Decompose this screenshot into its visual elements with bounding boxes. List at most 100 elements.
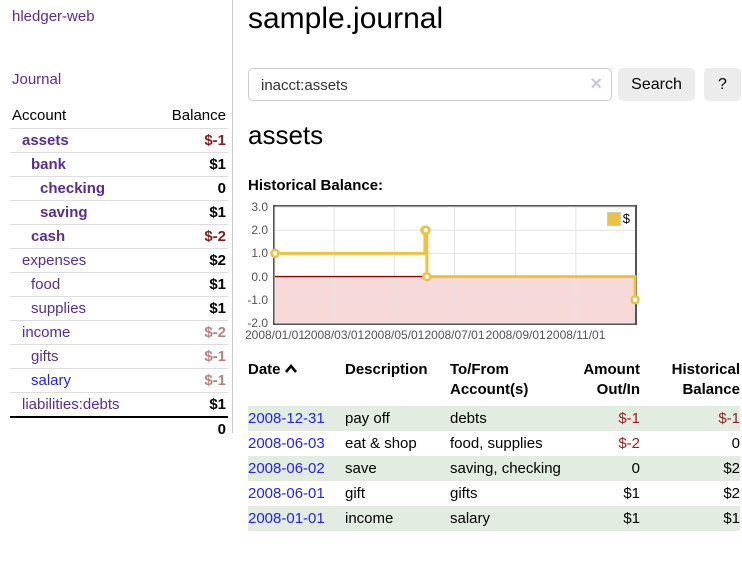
accounts-total-value: 0 — [153, 416, 228, 441]
account-balance: $1 — [153, 272, 228, 297]
tofrom-line2: Account(s) — [450, 381, 529, 398]
account-link[interactable]: supplies — [31, 300, 87, 317]
transaction-row: 2008-06-02 save saving, checking 0 $2 — [248, 456, 740, 481]
account-row: bank $1 — [10, 152, 228, 177]
account-link[interactable]: income — [22, 324, 71, 341]
account-name-cell: food — [10, 272, 154, 297]
accounts-header-balance: Balance — [171, 107, 226, 124]
transaction-date-cell: 2008-06-01 — [248, 481, 345, 506]
account-row: assets $-1 — [10, 128, 228, 153]
legend-label: $ — [622, 211, 630, 226]
account-row: supplies $1 — [10, 296, 228, 321]
account-balance: $-2 — [153, 224, 228, 249]
x-axis-tick-label: 2008/05/01 — [364, 328, 425, 342]
account-row: saving $1 — [10, 200, 228, 225]
transaction-amount: $1 — [623, 510, 640, 527]
account-link[interactable]: expenses — [22, 252, 87, 269]
account-balance: $1 — [153, 152, 228, 177]
transaction-description: pay off — [345, 410, 390, 427]
transaction-amount: $-1 — [618, 410, 640, 427]
x-axis-tick-label: 2008/01/01 — [244, 328, 306, 342]
date-header-label: Date — [248, 361, 281, 378]
clear-search-icon[interactable]: × — [590, 73, 602, 95]
register-header-date[interactable]: Date — [248, 360, 345, 406]
sidebar: hledger-web Journal Account Balance asse… — [0, 0, 233, 441]
balance-line1: Historical — [671, 361, 740, 378]
account-link[interactable]: bank — [31, 156, 67, 173]
accounts-total-row: 0 — [10, 416, 228, 441]
transaction-accounts: food, supplies — [450, 435, 543, 452]
transaction-date-link[interactable]: 2008-01-01 — [248, 510, 325, 527]
transaction-date-link[interactable]: 2008-06-01 — [248, 485, 325, 502]
y-axis-tick-label: -2.0 — [247, 316, 268, 330]
account-balance: $-1 — [153, 368, 228, 393]
account-link[interactable]: salary — [31, 372, 72, 389]
account-link[interactable]: assets — [22, 132, 69, 149]
account-heading: assets — [248, 120, 324, 150]
transaction-date-cell: 2008-12-31 — [248, 406, 345, 431]
account-balance: $1 — [153, 200, 228, 225]
chart-title: Historical Balance: — [248, 177, 384, 194]
transaction-description: gift — [345, 485, 366, 502]
account-link[interactable]: liabilities:debts — [22, 396, 120, 413]
search-form: × Search ? — [248, 68, 742, 101]
account-balance: $-1 — [153, 128, 228, 153]
x-axis-tick-label: 2008/11/01 — [546, 328, 606, 342]
y-axis-tick-label: -1.0 — [247, 292, 268, 307]
transaction-description: save — [345, 460, 377, 477]
account-balance: $1 — [153, 296, 228, 321]
account-link[interactable]: cash — [31, 228, 66, 245]
account-row: expenses $2 — [10, 248, 228, 273]
register-header-amount: Amount Out/In — [566, 360, 640, 406]
legend-swatch — [606, 211, 621, 226]
transaction-date-link[interactable]: 2008-12-31 — [248, 410, 325, 427]
account-row: food $1 — [10, 272, 228, 297]
y-axis-tick-label: 1.0 — [251, 246, 268, 261]
x-axis-tick-label: 2008/09/01 — [485, 328, 546, 342]
sort-ascending-icon — [284, 363, 297, 373]
y-axis-tick-label: 0.0 — [251, 269, 268, 284]
transaction-date-cell: 2008-01-01 — [248, 506, 345, 531]
y-axis-tick-label: 2.0 — [251, 223, 268, 238]
account-name-cell: saving — [10, 200, 154, 225]
accounts-header-row: Account Balance — [10, 103, 228, 129]
amount-line2: Out/In — [596, 381, 640, 398]
transaction-description: eat & shop — [345, 435, 417, 452]
transaction-row: 2008-01-01 income salary $1 $1 — [248, 506, 740, 531]
register-header-description: Description — [345, 361, 428, 378]
account-link[interactable]: saving — [40, 204, 88, 221]
tofrom-line1: To/From — [450, 361, 509, 378]
transaction-row: 2008-06-03 eat & shop food, supplies $-2… — [248, 431, 740, 456]
sidebar-item-journal[interactable]: Journal — [12, 71, 62, 88]
transaction-date-cell: 2008-06-02 — [248, 456, 345, 481]
account-row: gifts $-1 — [10, 344, 228, 369]
transaction-amount: 0 — [631, 460, 640, 477]
transaction-accounts: gifts — [450, 485, 478, 502]
transaction-date-cell: 2008-06-03 — [248, 431, 345, 456]
search-button[interactable]: Search — [618, 68, 695, 101]
app-title-link[interactable]: hledger-web — [12, 8, 95, 25]
chart-plot-area: $ — [270, 205, 640, 325]
account-row: income $-2 — [10, 320, 228, 345]
account-link[interactable]: checking — [40, 180, 106, 197]
transaction-balance: $1 — [723, 510, 740, 527]
account-name-cell: salary — [10, 368, 154, 393]
accounts-total-spacer — [10, 416, 154, 441]
account-name-cell: cash — [10, 224, 154, 249]
transaction-date-link[interactable]: 2008-06-02 — [248, 460, 325, 477]
account-row: checking 0 — [10, 176, 228, 201]
x-axis-tick-label: 2008/03/01 — [304, 328, 365, 342]
help-button[interactable]: ? — [704, 68, 741, 101]
historical-balance-chart: $ 3.0 2.0 1.0 0.0 -1.0 -2.0 2008/01/01 2008/03/… — [240, 199, 742, 345]
accounts-header-account: Account — [12, 107, 67, 124]
account-link[interactable]: gifts — [31, 348, 59, 365]
account-link[interactable]: food — [31, 276, 61, 293]
register-table: Date Description To/From Account(s) Amoun… — [248, 360, 740, 531]
register-header-balance: Historical Balance — [640, 360, 740, 406]
search-input[interactable] — [259, 70, 578, 101]
account-balance: $-2 — [153, 320, 228, 345]
transaction-date-link[interactable]: 2008-06-03 — [248, 435, 325, 452]
transaction-row: 2008-12-31 pay off debts $-1 $-1 — [248, 406, 740, 431]
account-row: liabilities:debts $1 — [10, 392, 228, 417]
transaction-description: income — [345, 510, 394, 527]
